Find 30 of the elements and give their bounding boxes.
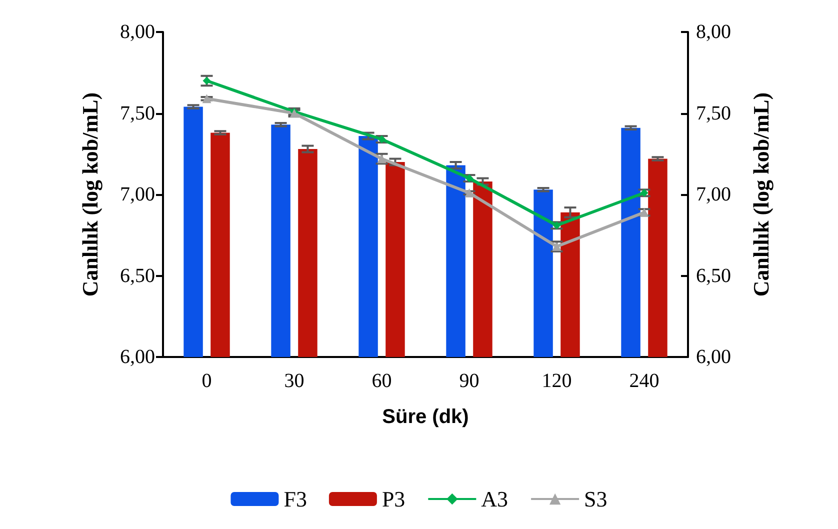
point — [640, 208, 649, 217]
point — [552, 221, 561, 230]
x-tick-label: 90 — [459, 370, 480, 392]
y2-tick-label: 8,00 — [696, 21, 731, 43]
y-tick-label: 7,50 — [120, 102, 155, 124]
x-tick-label: 30 — [284, 370, 304, 392]
x-tick-label: 0 — [202, 370, 212, 392]
point — [640, 188, 648, 197]
y-tick-label: 6,00 — [120, 346, 155, 368]
y2-tick-label: 6,00 — [696, 346, 731, 368]
x-axis-title: Süre (dk) — [382, 406, 469, 428]
y-axis-title: Canlılık (log kob/mL) — [78, 92, 102, 297]
legend-label: A3 — [481, 486, 508, 512]
y-tick-label: 6,50 — [120, 264, 155, 287]
x-tick-label: 120 — [542, 370, 572, 392]
point — [552, 242, 562, 251]
x-tick-label: 240 — [629, 370, 660, 392]
legend-label: S3 — [584, 486, 608, 512]
legend-label: P3 — [382, 486, 406, 512]
y2-tick-label: 6,50 — [696, 264, 731, 287]
legend-label: F3 — [284, 486, 307, 512]
point — [202, 76, 211, 85]
y-tick-label: 8,00 — [120, 21, 155, 43]
y2-axis-title: Canlılık (log kob/mL) — [748, 92, 774, 297]
y-tick-label: 7,00 — [120, 184, 155, 206]
point — [464, 188, 474, 198]
y2-tick-label: 7,50 — [696, 102, 731, 124]
y2-tick-label: 7,00 — [696, 184, 731, 206]
point — [202, 94, 212, 104]
x-tick-label: 60 — [372, 370, 392, 392]
